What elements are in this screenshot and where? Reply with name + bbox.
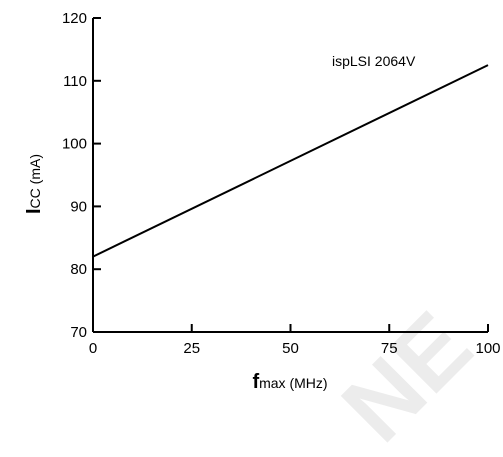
y-tick-label: 70: [70, 324, 87, 341]
y-tick-label: 120: [62, 10, 87, 27]
x-tick-label: 50: [282, 340, 299, 357]
y-axis-label: ICC (mA): [23, 154, 45, 214]
y-tick-label: 80: [70, 261, 87, 278]
series-layer: [92, 64, 489, 258]
x-tick-label: 100: [475, 340, 500, 357]
watermark: NE: [322, 292, 492, 457]
x-axis-label: fmax (MHz): [252, 371, 327, 393]
y-tick-label: 110: [63, 73, 87, 90]
series-line: [92, 64, 489, 258]
series-annotation-label: ispLSI 2064V: [332, 53, 416, 69]
y-tick-label: 100: [62, 136, 87, 153]
labels-layer: 70 80 90 100 110 120 0 25 50 75 100 ispLSI 2064V fma…: [23, 10, 501, 457]
axes-layer: [92, 17, 489, 333]
x-axis-label-sub: max (MHz): [259, 375, 327, 391]
x-axis-label-main: f: [252, 371, 259, 393]
x-tick-label: 25: [183, 340, 200, 357]
y-axis-label-sub: CC (mA): [27, 154, 43, 208]
y-axis-label-main: I: [23, 208, 45, 214]
x-tick-label: 75: [381, 340, 398, 357]
y-tick-label: 90: [70, 198, 87, 215]
x-tick-label: 0: [89, 340, 97, 357]
